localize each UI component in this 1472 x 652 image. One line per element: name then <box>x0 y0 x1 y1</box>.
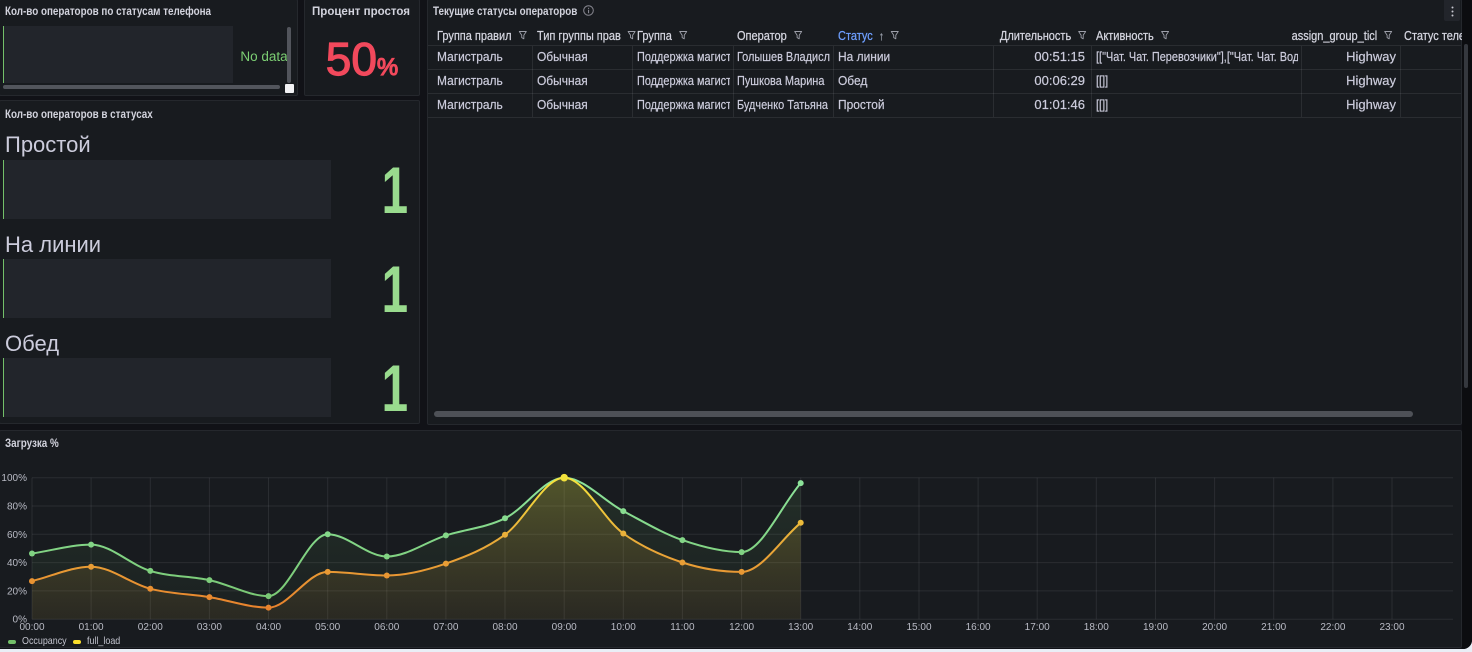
svg-text:08:00: 08:00 <box>492 622 517 633</box>
svg-text:10:00: 10:00 <box>611 622 636 633</box>
svg-text:07:00: 07:00 <box>433 622 458 633</box>
svg-text:20%: 20% <box>7 586 27 597</box>
svg-text:20:00: 20:00 <box>1202 622 1227 633</box>
svg-text:06:00: 06:00 <box>374 622 399 633</box>
svg-text:19:00: 19:00 <box>1143 622 1168 633</box>
svg-text:80%: 80% <box>7 502 27 513</box>
svg-text:18:00: 18:00 <box>1084 622 1109 633</box>
svg-text:16:00: 16:00 <box>966 622 991 633</box>
svg-text:60%: 60% <box>7 530 27 541</box>
svg-text:100%: 100% <box>1 473 27 484</box>
svg-text:17:00: 17:00 <box>1025 622 1050 633</box>
svg-text:40%: 40% <box>7 558 27 569</box>
svg-text:0%: 0% <box>13 615 28 626</box>
svg-text:00:00: 00:00 <box>19 622 44 633</box>
svg-text:05:00: 05:00 <box>315 622 340 633</box>
svg-text:15:00: 15:00 <box>906 622 931 633</box>
svg-text:01:00: 01:00 <box>79 622 104 633</box>
svg-text:12:00: 12:00 <box>729 622 754 633</box>
svg-text:22:00: 22:00 <box>1320 622 1345 633</box>
svg-text:21:00: 21:00 <box>1261 622 1286 633</box>
svg-text:02:00: 02:00 <box>138 622 163 633</box>
svg-text:09:00: 09:00 <box>552 622 577 633</box>
svg-text:14:00: 14:00 <box>847 622 872 633</box>
svg-text:11:00: 11:00 <box>670 622 695 633</box>
svg-text:04:00: 04:00 <box>256 622 281 633</box>
svg-text:13:00: 13:00 <box>788 622 813 633</box>
svg-text:23:00: 23:00 <box>1379 622 1404 633</box>
svg-text:03:00: 03:00 <box>197 622 222 633</box>
